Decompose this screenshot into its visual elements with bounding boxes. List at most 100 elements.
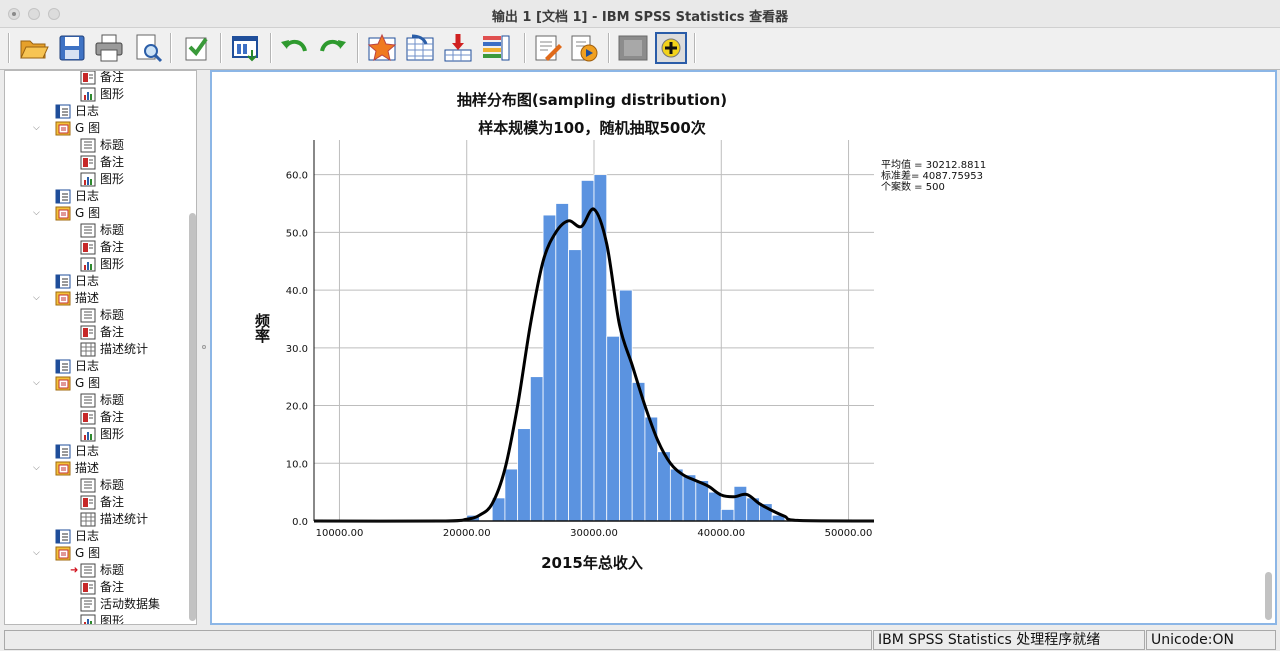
variables-icon[interactable] <box>480 32 512 64</box>
output-folder-icon <box>55 376 71 391</box>
histogram-chart[interactable]: 抽样分布图(sampling distribution) 样本规模为100，随机… <box>212 72 1275 623</box>
y-tick-label: 60.0 <box>286 171 308 182</box>
stats-legend-line: 标准差= 4087.75953 <box>881 169 983 182</box>
nav-item-label: G 图 <box>75 546 101 560</box>
splitter-handle[interactable] <box>202 345 206 349</box>
outline-navigator[interactable]: 备注 图形 日志 ⌵ G 图标题 备注 图形 日志 ⌵ G 图标题 备注 图形 日志 ⌵ 描述 标题 备注 描述统… <box>4 70 197 625</box>
chart-icon <box>80 427 96 442</box>
goto-variable-icon[interactable] <box>442 32 474 64</box>
title-bar: 输出 1 [文档 1] - IBM SPSS Statistics 查看器 <box>0 0 1280 28</box>
status-bar: IBM SPSS Statistics 处理程序就绪 Unicode:ON <box>0 628 1280 651</box>
content-scrollbar[interactable] <box>1265 572 1272 620</box>
save-icon[interactable] <box>56 32 88 64</box>
print-preview-icon[interactable] <box>132 32 164 64</box>
output-folder-icon <box>55 206 71 221</box>
log-icon <box>55 104 71 119</box>
toolbar-separator <box>694 33 696 63</box>
title-icon <box>80 308 96 323</box>
expand-chevron-icon[interactable]: ⌵ <box>33 548 40 558</box>
run-script-icon[interactable] <box>568 32 600 64</box>
nav-item-label: 标题 <box>100 393 125 407</box>
nav-item-label: 描述 <box>75 461 100 475</box>
table-icon <box>80 512 96 527</box>
print-icon[interactable] <box>93 32 125 64</box>
title-icon <box>80 223 96 238</box>
stats-legend-line: 个案数 = 500 <box>881 180 945 193</box>
unicode-status: Unicode:ON <box>1146 630 1276 650</box>
output-folder-icon <box>55 461 71 476</box>
x-axis-label: 2015年总收入 <box>541 554 643 572</box>
navigator-scrollbar[interactable] <box>189 213 196 621</box>
minimize-window-button[interactable] <box>28 8 40 20</box>
log-icon <box>55 444 71 459</box>
expand-chevron-icon[interactable]: ⌵ <box>33 463 40 473</box>
y-tick-label: 40.0 <box>286 286 308 297</box>
notes-icon <box>80 155 96 170</box>
notes-icon <box>80 410 96 425</box>
toolbar-separator <box>8 33 10 63</box>
expand-chevron-icon[interactable]: ⌵ <box>33 378 40 388</box>
redo-icon[interactable] <box>317 32 349 64</box>
expand-chevron-icon[interactable]: ⌵ <box>33 293 40 303</box>
hide-icon[interactable] <box>617 32 649 64</box>
chart-icon <box>80 172 96 187</box>
nav-item-label: G 图 <box>75 121 101 135</box>
nav-item-label: 标题 <box>100 308 125 322</box>
nav-item-label: 日志 <box>75 274 100 288</box>
nav-item-label: 日志 <box>75 104 100 118</box>
nav-item-label: 备注 <box>100 70 125 84</box>
histogram-bar <box>682 474 697 522</box>
nav-item-label: 描述统计 <box>100 342 149 356</box>
chart-icon <box>80 257 96 272</box>
nav-item-label: 备注 <box>100 325 125 339</box>
nav-item-label: 备注 <box>100 580 125 594</box>
histogram-bar <box>580 180 595 522</box>
stats-legend-line: 平均值 = 30212.8811 <box>881 158 986 171</box>
window-title: 输出 1 [文档 1] - IBM SPSS Statistics 查看器 <box>491 10 789 25</box>
expand-chevron-icon[interactable]: ⌵ <box>33 123 40 133</box>
histogram-bar <box>568 249 582 522</box>
nav-item-label: 日志 <box>75 529 100 543</box>
output-content-pane[interactable]: 抽样分布图(sampling distribution) 样本规模为100，随机… <box>210 70 1277 625</box>
title-icon <box>80 138 96 153</box>
close-window-button[interactable] <box>8 8 20 20</box>
designate-window-icon[interactable] <box>531 32 563 64</box>
goto-data-icon[interactable] <box>366 32 398 64</box>
histogram-bar <box>555 203 569 522</box>
notes-icon <box>80 325 96 340</box>
nav-item-label: 备注 <box>100 155 125 169</box>
nav-item-label: G 图 <box>75 376 101 390</box>
expand-chevron-icon[interactable]: ⌵ <box>33 208 40 218</box>
toolbar-separator <box>270 33 272 63</box>
x-tick-label: 40000.00 <box>697 528 745 539</box>
histogram-bar <box>606 335 620 522</box>
toolbar-separator <box>170 33 172 63</box>
notes-icon <box>80 240 96 255</box>
notes-icon <box>80 71 96 85</box>
histogram-bar <box>733 485 748 522</box>
recall-dialog-icon[interactable] <box>230 32 262 64</box>
histogram-bar <box>708 491 722 522</box>
undo-icon[interactable] <box>278 32 310 64</box>
histogram-bar <box>619 289 633 522</box>
zoom-window-button[interactable] <box>48 8 60 20</box>
goto-case-icon[interactable] <box>404 32 436 64</box>
nav-item-label: 备注 <box>100 495 125 509</box>
y-axis-label: 频率 <box>253 312 271 344</box>
nav-item-label: 标题 <box>100 563 125 577</box>
show-icon[interactable] <box>655 32 687 64</box>
pane-splitter[interactable] <box>199 70 208 625</box>
nav-item-label: 日志 <box>75 189 100 203</box>
log-icon <box>55 359 71 374</box>
toolbar-separator <box>524 33 526 63</box>
toolbar-separator <box>357 33 359 63</box>
table-icon <box>80 342 96 357</box>
nav-item-label: 备注 <box>100 240 125 254</box>
nav-item-label: 标题 <box>100 478 125 492</box>
export-icon[interactable] <box>180 32 212 64</box>
notes-icon <box>80 580 96 595</box>
toolbar-separator <box>608 33 610 63</box>
y-tick-label: 0.0 <box>292 517 308 528</box>
y-tick-label: 50.0 <box>286 228 308 239</box>
open-icon[interactable] <box>18 32 50 64</box>
